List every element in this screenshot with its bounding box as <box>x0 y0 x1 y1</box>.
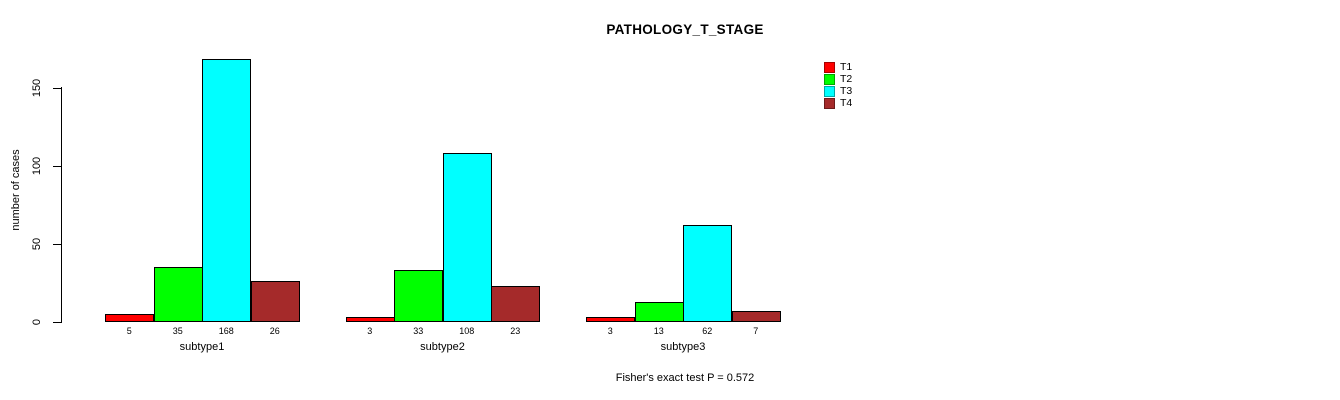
legend-swatch-T3 <box>824 85 835 97</box>
bar-value-label-subtype3-T4: 7 <box>753 326 759 336</box>
bar-value-label-subtype1-T2: 35 <box>172 326 183 336</box>
bar-value-label-subtype2-T3: 108 <box>459 326 475 336</box>
legend-swatch-T1 <box>824 61 835 73</box>
y-axis-tick-100 <box>53 165 61 167</box>
bar-subtype3-T3 <box>683 225 732 322</box>
bar-subtype3-T1 <box>586 317 635 322</box>
fisher-test-annotation: Fisher's exact test P = 0.572 <box>615 372 755 384</box>
bar-subtype2-T4 <box>491 286 540 322</box>
chart-title: PATHOLOGY_T_STAGE <box>606 22 764 37</box>
legend-label-T1: T1 <box>840 61 853 73</box>
bar-subtype3-T2 <box>635 302 684 322</box>
y-axis-tick-150 <box>53 87 61 89</box>
bar-subtype1-T1 <box>105 314 154 322</box>
bar-value-label-subtype1-T4: 26 <box>269 326 280 336</box>
legend-item-T1: T1 <box>824 61 852 73</box>
bar-value-label-subtype2-T4: 23 <box>510 326 521 336</box>
bar-value-label-subtype2-T2: 33 <box>413 326 424 336</box>
bar-value-label-subtype3-T2: 13 <box>653 326 664 336</box>
legend-item-T2: T2 <box>824 73 852 85</box>
bar-value-label-subtype3-T3: 62 <box>702 326 713 336</box>
legend-label-T2: T2 <box>840 73 853 85</box>
legend-item-T3: T3 <box>824 85 852 97</box>
bar-value-label-subtype1-T3: 168 <box>218 326 234 336</box>
legend-label-T4: T4 <box>840 97 853 109</box>
bar-subtype2-T1 <box>346 317 395 322</box>
y-axis-tick-0 <box>53 322 61 323</box>
category-label-subtype1: subtype1 <box>179 341 225 353</box>
y-axis-tick-50 <box>53 243 61 245</box>
y-axis-line <box>61 87 62 323</box>
category-label-subtype3: subtype3 <box>660 341 706 353</box>
y-axis-tick-label-150: 150 <box>31 78 43 97</box>
bar-subtype1-T2 <box>154 267 203 322</box>
bar-value-label-subtype2-T1: 3 <box>367 326 373 336</box>
bar-value-label-subtype1-T1: 5 <box>126 326 132 336</box>
legend-item-T4: T4 <box>824 97 852 109</box>
legend-label-T3: T3 <box>840 85 853 97</box>
category-label-subtype2: subtype2 <box>420 341 465 353</box>
bar-subtype1-T3 <box>202 59 251 322</box>
legend-swatch-T2 <box>824 73 835 85</box>
y-axis-tick-label-0: 0 <box>31 318 43 326</box>
y-axis-tick-label-100: 100 <box>31 156 43 175</box>
bar-subtype3-T4 <box>732 311 781 322</box>
bar-subtype2-T2 <box>394 270 443 322</box>
y-axis-tick-label-50: 50 <box>31 237 43 250</box>
y-axis-title: number of cases <box>10 149 22 231</box>
bar-value-label-subtype3-T1: 3 <box>607 326 613 336</box>
bar-subtype2-T3 <box>443 153 492 322</box>
bar-subtype1-T4 <box>251 281 300 322</box>
legend: T1 T2 T3 T4 <box>824 61 852 109</box>
legend-swatch-T4 <box>824 97 835 109</box>
